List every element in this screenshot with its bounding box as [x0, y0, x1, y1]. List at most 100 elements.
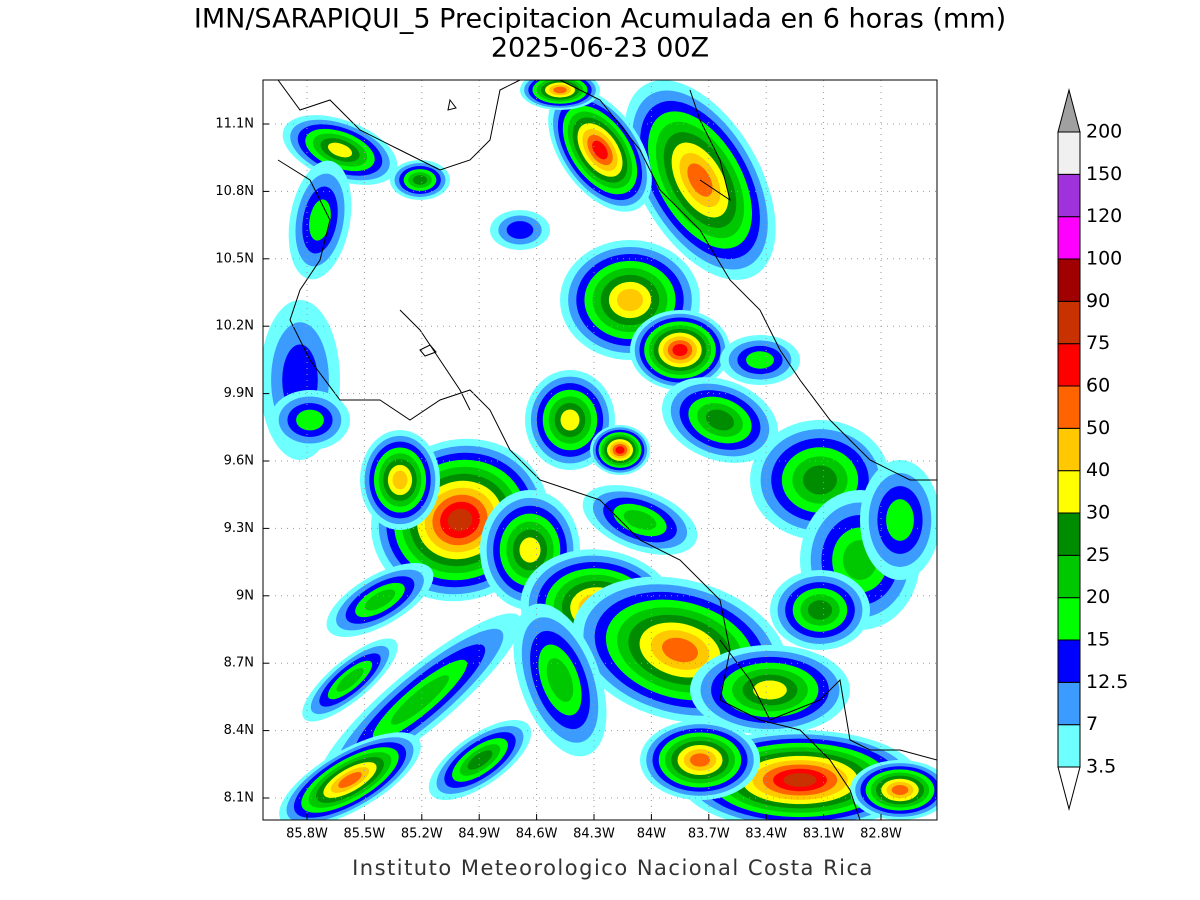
lat-tick-label: 9.3N [224, 521, 254, 536]
rain-area [746, 351, 774, 369]
border [689, 89, 731, 202]
coastline [277, 159, 861, 820]
lon-tick-label: 84.9W [458, 827, 500, 842]
colorbar-swatch [1057, 470, 1081, 514]
rain-area [662, 637, 698, 663]
lon-tick-label: 85.8W [286, 827, 328, 842]
island [447, 98, 457, 111]
rain-area [553, 86, 567, 94]
rain-area [616, 288, 644, 312]
colorbar-label: 50 [1086, 417, 1110, 439]
lon-tick-label: 82.8W [860, 827, 902, 842]
colorbar-label: 120 [1086, 205, 1122, 227]
rain-area [891, 785, 909, 795]
colorbar-label: 40 [1086, 459, 1110, 481]
coastlines [277, 80, 937, 820]
lon-tick-label: 85.5W [343, 827, 385, 842]
map-frame [262, 79, 938, 821]
colorbar-label: 3.5 [1086, 756, 1116, 778]
colorbar-label: 12.5 [1086, 671, 1128, 693]
colorbar-swatch [1057, 258, 1081, 302]
lat-tick-label: 9.9N [224, 386, 254, 401]
colorbar-swatch [1057, 343, 1081, 387]
subtitle: 2025-06-23 00Z [491, 33, 709, 64]
colorbar-swatch [1057, 554, 1081, 599]
colorbar-label: 75 [1086, 332, 1110, 354]
coastline [277, 80, 521, 171]
colorbar-swatch [1057, 385, 1081, 429]
rain-area [783, 773, 817, 787]
lat-tick-label: 9N [236, 588, 254, 603]
lat-tick-label: 8.7N [224, 656, 254, 671]
rain-area [336, 668, 364, 692]
colorbar-over [1057, 88, 1081, 133]
rain-area [467, 750, 493, 770]
colorbar-swatch [1057, 131, 1081, 175]
rain-area [447, 508, 473, 532]
lat-tick-label: 11.1N [215, 117, 254, 132]
lat-tick-label: 10.5N [215, 251, 254, 266]
rain-area [592, 140, 608, 160]
colorbar-label: 30 [1086, 502, 1110, 524]
coastline [559, 80, 937, 481]
rain-area [392, 470, 408, 490]
rain-area [338, 772, 362, 788]
colorbar-label: 150 [1086, 163, 1122, 185]
colorbar-swatch [1057, 300, 1081, 345]
rain-area [560, 409, 580, 431]
precipitation-field [263, 80, 937, 820]
colorbar-label: 7 [1086, 713, 1098, 735]
island [419, 344, 437, 357]
lat-tick-label: 8.1N [224, 791, 254, 806]
rain-area [623, 510, 657, 530]
rain-area [412, 175, 428, 185]
colorbar-swatch [1057, 681, 1081, 726]
colorbar-label: 15 [1086, 629, 1110, 651]
colorbar-swatch [1057, 173, 1081, 218]
title: IMN/SARAPIQUI_5 Precipitacion Acumulada … [194, 4, 1006, 35]
lon-tick-label: 83.1W [803, 827, 845, 842]
colorbar-swatch [1057, 724, 1081, 768]
coastline [399, 309, 471, 411]
colorbar-swatch [1057, 427, 1081, 472]
lat-tick-label: 9.6N [224, 454, 254, 469]
lon-tick-label: 84W [637, 827, 667, 842]
lat-tick-label: 10.2N [215, 319, 254, 334]
rain-area [519, 537, 541, 563]
colorbar-label: 25 [1086, 544, 1110, 566]
colorbar-label: 90 [1086, 290, 1110, 312]
colorbar-label: 20 [1086, 586, 1110, 608]
rain-area [705, 409, 735, 431]
colorbar-label: 60 [1086, 375, 1110, 397]
lon-tick-label: 83.4W [745, 827, 787, 842]
rain-area [309, 199, 331, 241]
rain-area [546, 658, 574, 702]
footer: Instituto Meteorologico Nacional Costa R… [352, 856, 874, 880]
lat-tick-label: 8.4N [224, 723, 254, 738]
rain-area [753, 680, 787, 700]
rain-area [327, 142, 353, 158]
rain-area [296, 409, 324, 431]
rain-area [506, 221, 534, 239]
rain-area [391, 675, 449, 725]
rain-area [886, 499, 914, 541]
colorbar-swatch [1057, 216, 1081, 260]
colorbar-swatch [1057, 597, 1081, 641]
rain-area [690, 753, 710, 767]
rain-area [364, 589, 396, 611]
colorbar-under [1057, 766, 1081, 811]
rain-area [803, 465, 837, 495]
colorbar-label: 100 [1086, 248, 1122, 270]
rain-area [672, 343, 688, 357]
lon-tick-label: 83.7W [688, 827, 730, 842]
colorbar-swatch [1057, 639, 1081, 683]
lon-tick-label: 84.3W [573, 827, 615, 842]
colorbar-swatch [1057, 512, 1081, 556]
rain-area [615, 446, 625, 454]
lat-tick-label: 10.8N [215, 184, 254, 199]
border [719, 639, 937, 761]
lon-tick-label: 84.6W [516, 827, 558, 842]
lon-tick-label: 85.2W [401, 827, 443, 842]
colorbar-label: 200 [1086, 121, 1122, 143]
